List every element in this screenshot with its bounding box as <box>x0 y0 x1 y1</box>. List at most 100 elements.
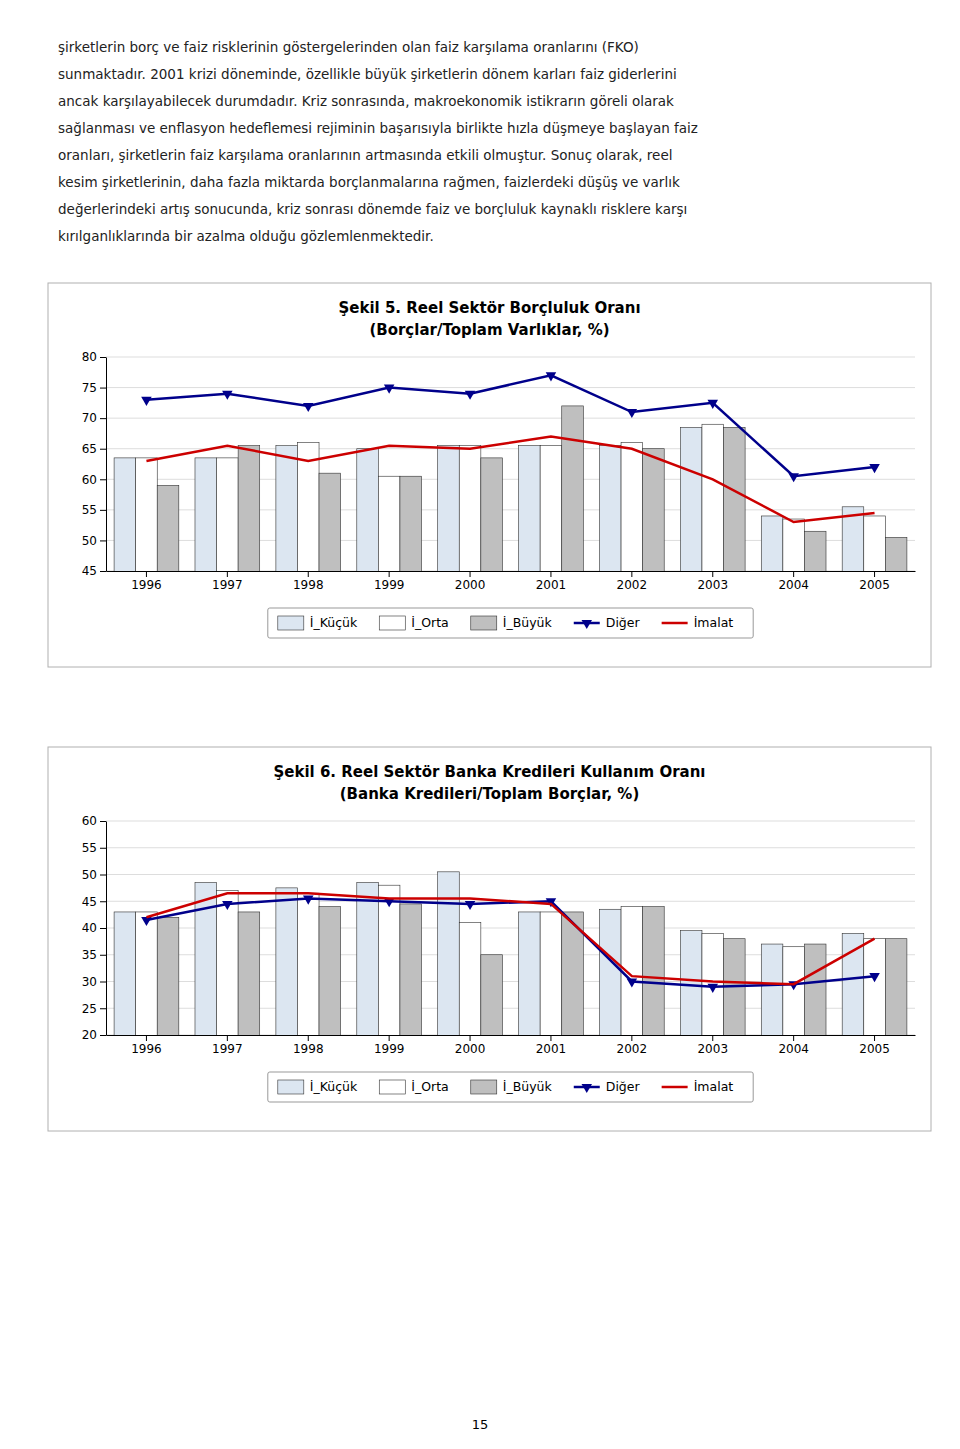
tick-mark <box>100 479 106 480</box>
legend-label: İ_Büyük <box>503 615 553 630</box>
line <box>146 375 874 476</box>
legend-label: İ_Küçük <box>310 615 358 630</box>
bar <box>195 883 217 1035</box>
tick: 1996 <box>131 571 162 592</box>
line <box>146 899 874 987</box>
grid-line <box>106 821 915 822</box>
bar <box>724 427 746 571</box>
tick: 2005 <box>859 1035 890 1056</box>
legend-swatch <box>662 1086 688 1089</box>
axis-line <box>106 358 107 572</box>
paragraph-line: değerlerindeki artış sonucunda, kriz son… <box>58 201 687 217</box>
paragraph-line: şirketlerin borç ve faiz risklerinin gös… <box>58 39 639 55</box>
tick: 2002 <box>617 1035 648 1056</box>
chart-subtitle: (Banka Kredileri/Toplam Borçlar, %) <box>340 785 640 803</box>
tick-mark <box>550 571 551 577</box>
tick-label: 30 <box>82 975 97 989</box>
tick-label: 2002 <box>617 578 648 592</box>
bar <box>842 933 864 1035</box>
bar <box>319 473 341 571</box>
paragraph-line: kesim şirketlerinin, daha fazla miktarda… <box>58 174 680 190</box>
legend-label: İ_Orta <box>411 615 448 630</box>
grid-line <box>106 357 915 358</box>
bar-series <box>157 406 907 571</box>
panel-border <box>48 283 931 667</box>
tick-mark <box>100 510 106 511</box>
legend-swatch <box>471 1080 497 1094</box>
tick-label: 50 <box>82 868 97 882</box>
line-series <box>146 893 874 984</box>
tick-mark <box>100 1035 106 1036</box>
marker <box>465 901 476 910</box>
tick-mark <box>100 901 106 902</box>
tick-mark <box>100 848 106 849</box>
tick: 1998 <box>293 571 324 592</box>
bar <box>761 944 783 1035</box>
paragraph-line: sunmaktadır. 2001 krizi döneminde, özell… <box>58 66 677 82</box>
marks <box>114 372 907 571</box>
legend-item: İ_Büyük <box>471 615 553 630</box>
bar <box>864 516 886 571</box>
tick-label: 40 <box>82 921 97 935</box>
tick-label: 75 <box>82 381 97 395</box>
tick-mark <box>227 571 228 577</box>
tick: 2004 <box>778 571 809 592</box>
marker <box>869 464 880 473</box>
legend-item: Diğer <box>574 1079 641 1094</box>
tick: 75 <box>82 381 106 395</box>
tick-label: 2005 <box>859 1042 890 1056</box>
tick-mark <box>631 1035 632 1041</box>
tick-mark <box>146 1035 147 1041</box>
line <box>146 893 874 984</box>
tick-mark <box>470 571 471 577</box>
tick-mark <box>631 571 632 577</box>
tick-label: 1996 <box>131 1042 162 1056</box>
legend-label: Diğer <box>606 1079 641 1094</box>
tick: 60 <box>82 814 106 828</box>
tick: 1999 <box>374 571 405 592</box>
tick-mark <box>100 955 106 956</box>
legend-marker <box>581 1084 592 1093</box>
legend-box <box>268 608 753 638</box>
tick: 45 <box>82 564 106 578</box>
bar <box>297 893 319 1035</box>
bar <box>804 531 826 571</box>
legend: İ_Küçükİ_Ortaİ_BüyükDiğerİmalat <box>268 1072 753 1102</box>
tick-label: 1999 <box>374 1042 405 1056</box>
tick-label: 60 <box>82 473 97 487</box>
bar <box>319 907 341 1035</box>
tick-label: 1998 <box>293 1042 324 1056</box>
tick-mark <box>874 571 875 577</box>
tick: 40 <box>82 921 106 935</box>
tick-label: 2004 <box>778 578 809 592</box>
tick: 80 <box>82 350 106 364</box>
bar <box>680 931 702 1035</box>
legend-item: İ_Büyük <box>471 1079 553 1094</box>
tick-label: 80 <box>82 350 97 364</box>
tick-label: 70 <box>82 411 97 425</box>
marker <box>384 385 395 394</box>
tick-label: 65 <box>82 442 97 456</box>
bar <box>885 537 907 571</box>
bar <box>481 955 503 1035</box>
marker <box>707 400 718 409</box>
tick-label: 2003 <box>697 1042 728 1056</box>
bar <box>519 912 541 1035</box>
tick-label: 1999 <box>374 578 405 592</box>
bar <box>459 923 481 1035</box>
chart-title: Şekil 5. Reel Sektör Borçluluk Oranı <box>338 299 640 317</box>
tick: 2001 <box>536 571 567 592</box>
marker <box>788 473 799 482</box>
tick-label: 35 <box>82 948 97 962</box>
tick: 2003 <box>697 571 728 592</box>
tick-mark <box>100 928 106 929</box>
tick: 50 <box>82 534 106 548</box>
bar <box>864 939 886 1035</box>
tick: 1997 <box>212 571 243 592</box>
grid-line <box>106 874 915 875</box>
bar <box>217 891 239 1035</box>
legend-item: İmalat <box>662 615 734 630</box>
legend-label: İmalat <box>694 615 734 630</box>
tick: 1998 <box>293 1035 324 1056</box>
tick-label: 45 <box>82 895 97 909</box>
